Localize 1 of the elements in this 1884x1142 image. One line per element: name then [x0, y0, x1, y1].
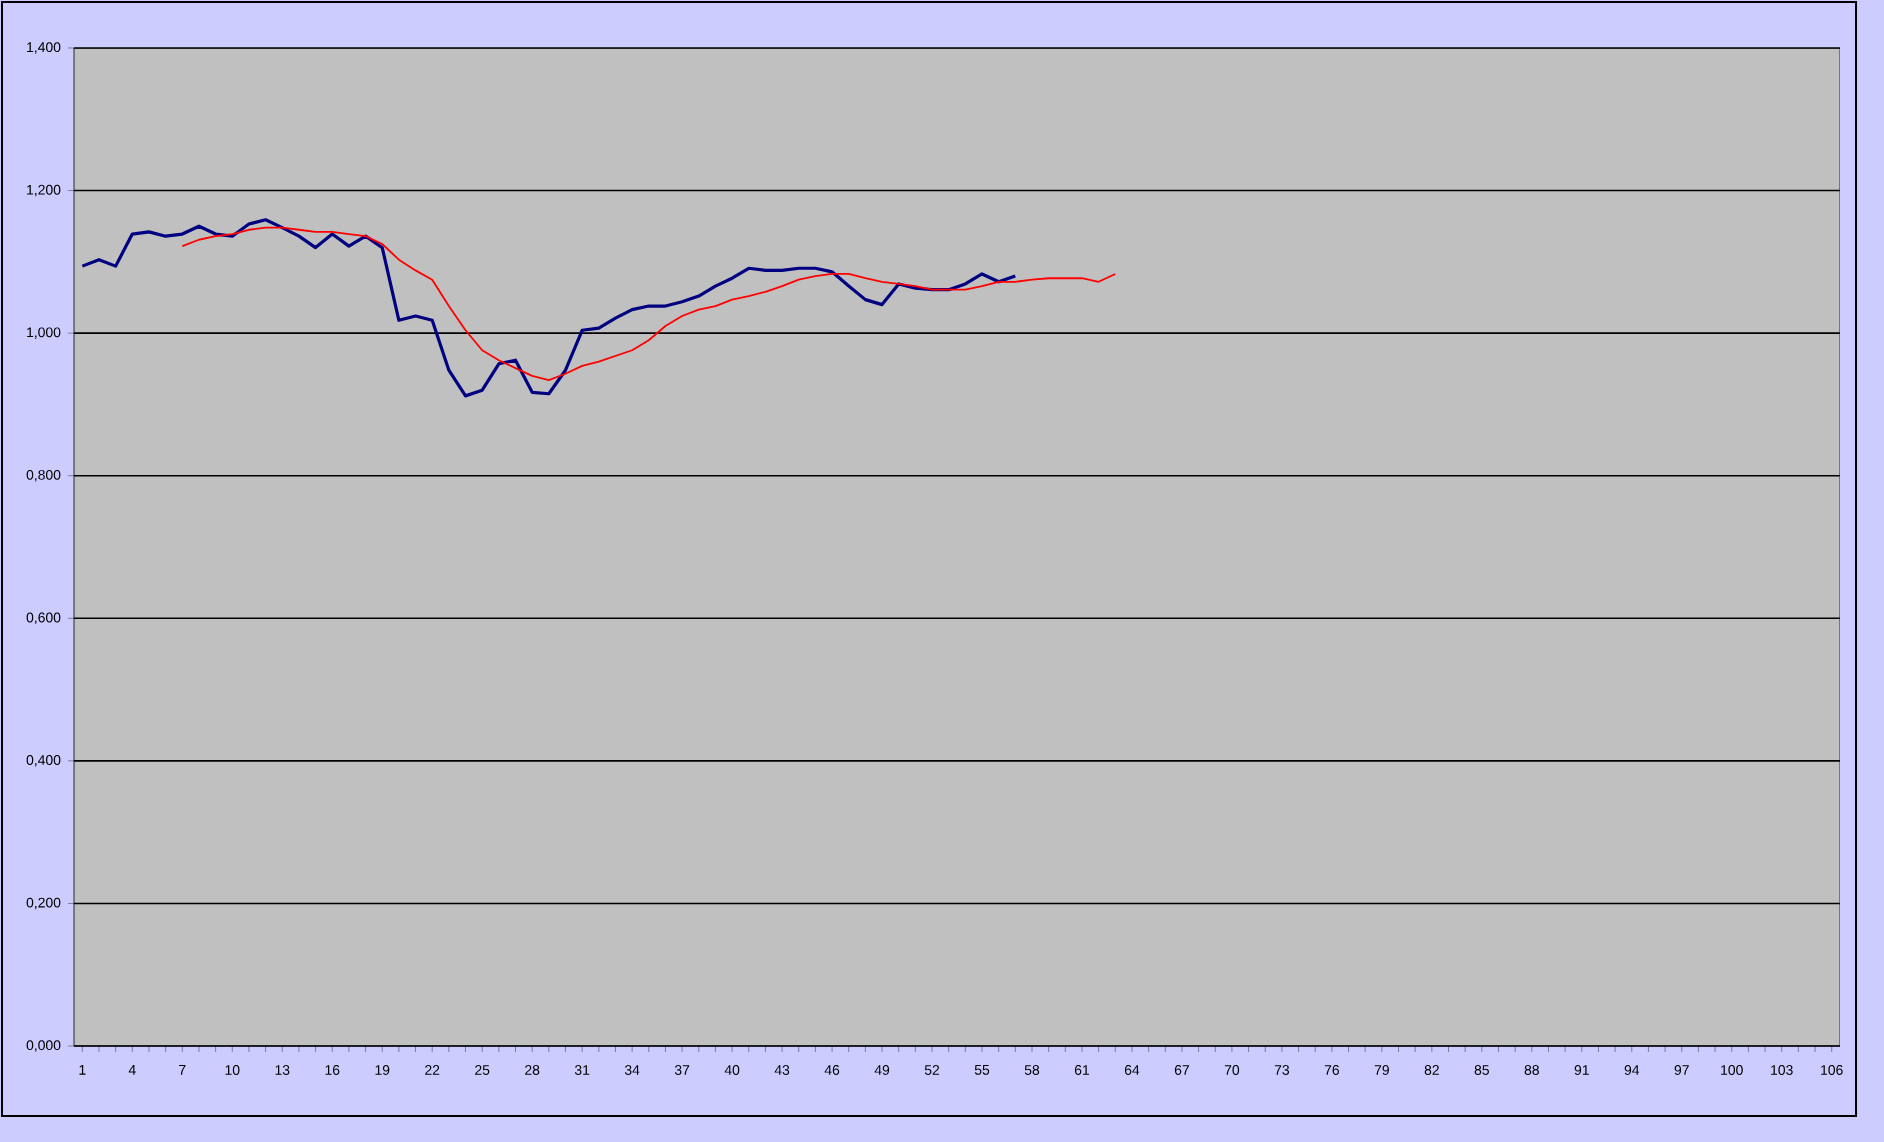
line-series: [80, 218, 1017, 398]
